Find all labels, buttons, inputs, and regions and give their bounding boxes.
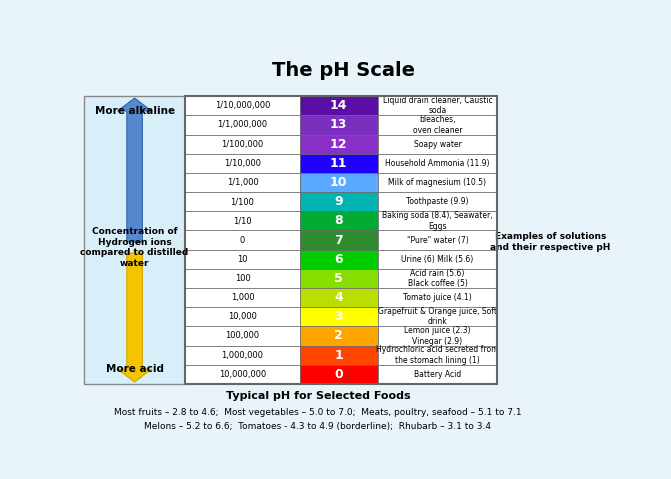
Text: Most fruits – 2.8 to 4.6;  Most vegetables – 5.0 to 7.0;  Meats, poultry, seafoo: Most fruits – 2.8 to 4.6; Most vegetable… (114, 408, 521, 417)
Bar (300, 230, 378, 250)
Bar (84, 96, 185, 384)
Text: 9: 9 (334, 195, 343, 208)
Bar (378, 288, 497, 307)
Text: Urine (6) Milk (5.6): Urine (6) Milk (5.6) (401, 255, 474, 264)
Text: 10: 10 (330, 176, 348, 189)
Bar (300, 307, 378, 326)
Text: Baking soda (8.4), Seawater,
Eggs: Baking soda (8.4), Seawater, Eggs (382, 211, 493, 230)
Bar (300, 250, 378, 269)
Text: 1,000: 1,000 (231, 293, 254, 302)
Text: Lemon juice (2.3)
Vinegar (2.9): Lemon juice (2.3) Vinegar (2.9) (404, 326, 471, 346)
Bar (185, 115, 300, 135)
Text: Concentration of
Hydrogen ions
compared to distilled
water: Concentration of Hydrogen ions compared … (81, 228, 189, 268)
Text: Liquid drain cleaner, Caustic
soda: Liquid drain cleaner, Caustic soda (382, 96, 493, 115)
Bar (185, 269, 300, 288)
Text: 14: 14 (330, 99, 348, 112)
Bar (378, 192, 497, 211)
Bar (185, 326, 300, 345)
Text: Milk of magnesium (10.5): Milk of magnesium (10.5) (389, 178, 486, 187)
Text: 1/10: 1/10 (233, 217, 252, 226)
FancyArrow shape (117, 98, 152, 242)
Text: 1: 1 (334, 349, 343, 362)
Bar (185, 365, 300, 384)
Bar (378, 115, 497, 135)
Bar (378, 326, 497, 345)
Text: 4: 4 (334, 291, 343, 304)
Text: Soapy water: Soapy water (413, 140, 462, 148)
Text: 0: 0 (240, 236, 245, 245)
Bar (378, 345, 497, 365)
Bar (185, 135, 300, 154)
Bar (185, 96, 497, 384)
Text: 7: 7 (334, 234, 343, 247)
Text: 1/1,000: 1/1,000 (227, 178, 258, 187)
Text: More acid: More acid (105, 364, 164, 374)
Text: Melons – 5.2 to 6.6;  Tomatoes - 4.3 to 4.9 (borderline);  Rhubarb – 3.1 to 3.4: Melons – 5.2 to 6.6; Tomatoes - 4.3 to 4… (144, 422, 491, 431)
Bar (300, 135, 378, 154)
Text: 1/10,000,000: 1/10,000,000 (215, 101, 270, 110)
Text: Toothpaste (9.9): Toothpaste (9.9) (406, 197, 469, 206)
Text: 5: 5 (334, 272, 343, 285)
Text: Tomato juice (4.1): Tomato juice (4.1) (403, 293, 472, 302)
Bar (378, 135, 497, 154)
Text: 8: 8 (334, 215, 343, 228)
Bar (185, 211, 300, 230)
Text: 2: 2 (334, 330, 343, 342)
Text: 10,000: 10,000 (228, 312, 257, 321)
Text: 1/100,000: 1/100,000 (221, 140, 264, 148)
Text: Acid rain (5.6)
Black coffee (5): Acid rain (5.6) Black coffee (5) (407, 269, 468, 288)
FancyArrow shape (117, 253, 152, 382)
Bar (378, 307, 497, 326)
Bar (300, 269, 378, 288)
Bar (378, 154, 497, 173)
Text: 1/1,000,000: 1/1,000,000 (217, 121, 268, 129)
Text: Grapefruit & Orange juice, Soft
drink: Grapefruit & Orange juice, Soft drink (378, 307, 497, 327)
Text: 3: 3 (334, 310, 343, 323)
Text: 100: 100 (235, 274, 250, 283)
Bar (185, 230, 300, 250)
Bar (300, 365, 378, 384)
Text: Household Ammonia (11.9): Household Ammonia (11.9) (385, 159, 490, 168)
Bar (378, 96, 497, 115)
Bar (300, 326, 378, 345)
Text: 100,000: 100,000 (225, 331, 260, 341)
Bar (378, 230, 497, 250)
Bar (185, 154, 300, 173)
Text: 13: 13 (330, 118, 348, 131)
Bar (185, 307, 300, 326)
Bar (300, 96, 378, 115)
Bar (300, 345, 378, 365)
Bar (378, 250, 497, 269)
Bar (300, 211, 378, 230)
Text: Hydrochloric acid secreted from
the stomach lining (1): Hydrochloric acid secreted from the stom… (376, 345, 499, 365)
Text: 1,000,000: 1,000,000 (221, 351, 264, 360)
Bar (378, 269, 497, 288)
Bar (300, 192, 378, 211)
Bar (300, 115, 378, 135)
Text: 11: 11 (330, 157, 348, 170)
Text: The pH Scale: The pH Scale (272, 61, 415, 80)
Text: bleaches,
oven cleaner: bleaches, oven cleaner (413, 115, 462, 135)
Bar (378, 365, 497, 384)
Bar (185, 288, 300, 307)
Text: Examples of solutions
and their respective pH: Examples of solutions and their respecti… (491, 232, 611, 251)
Text: 1/100: 1/100 (231, 197, 254, 206)
Bar (300, 288, 378, 307)
Bar (300, 173, 378, 192)
Bar (185, 345, 300, 365)
Bar (185, 250, 300, 269)
Bar (300, 154, 378, 173)
Text: 6: 6 (334, 253, 343, 266)
Text: 10: 10 (238, 255, 248, 264)
Text: 1/10,000: 1/10,000 (224, 159, 261, 168)
Text: More alkaline: More alkaline (95, 106, 174, 116)
Text: Typical pH for Selected Foods: Typical pH for Selected Foods (225, 391, 410, 401)
Bar (185, 96, 300, 115)
Text: 10,000,000: 10,000,000 (219, 370, 266, 379)
Text: "Pure" water (7): "Pure" water (7) (407, 236, 468, 245)
Text: Battery Acid: Battery Acid (414, 370, 461, 379)
Bar (185, 173, 300, 192)
Text: 12: 12 (330, 137, 348, 151)
Bar (378, 211, 497, 230)
Bar (378, 173, 497, 192)
